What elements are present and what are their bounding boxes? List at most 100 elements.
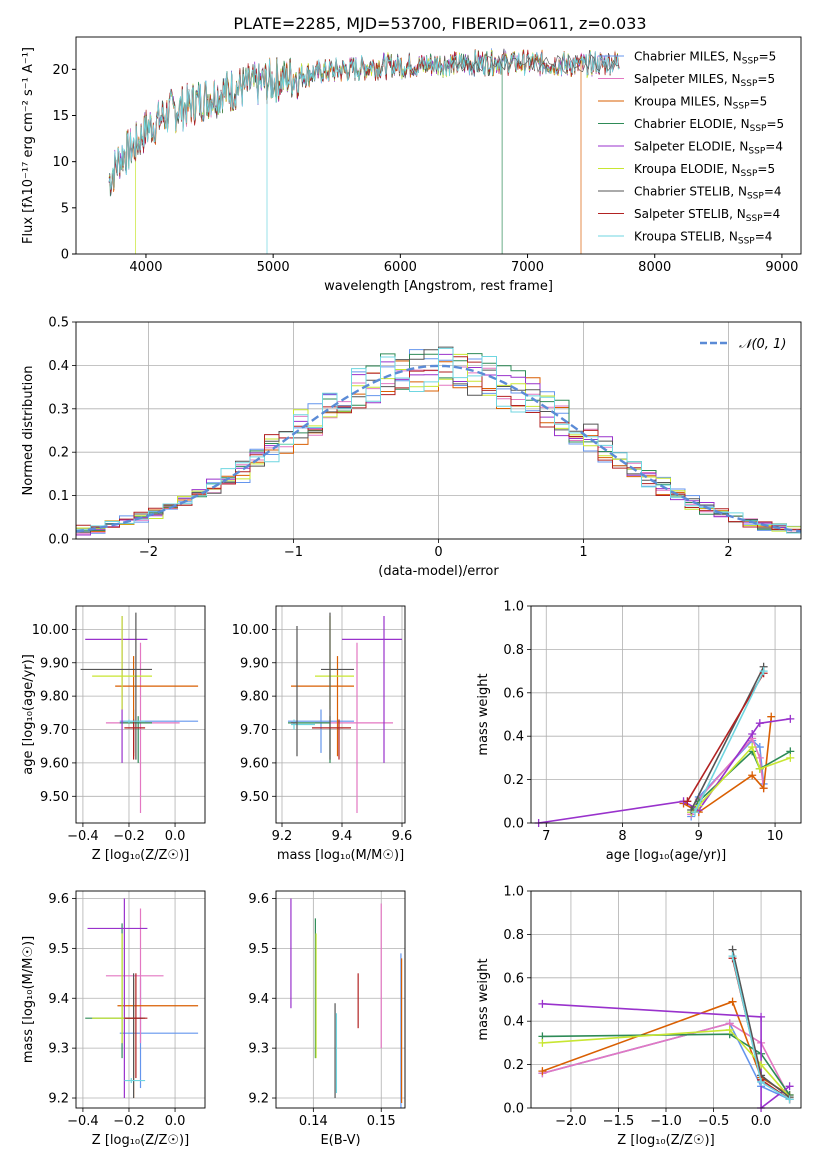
wAge-point-marker xyxy=(767,712,776,721)
massZ-y-tick-label: 9.5 xyxy=(48,942,69,957)
legend-label: Chabrier ELODIE, NSSP=5 xyxy=(634,117,784,134)
massE-y-tick-label: 9.2 xyxy=(248,1092,269,1107)
wAge-point-marker xyxy=(748,730,757,739)
legend-label: Chabrier MILES, NSSP=5 xyxy=(634,50,776,67)
wAge-y-tick-label: 0.6 xyxy=(503,686,524,701)
hist-y-axis-label: Normed distribution xyxy=(21,366,36,496)
wAge-y-axis-label: mass weight xyxy=(476,673,491,755)
age-vs-mass-panel: 9.2 9.4 9.6 9.50 9.60 9.70 9.80 9.90 10.00 mass [… xyxy=(232,605,412,863)
legend-label: Chabrier STELIB, NSSP=4 xyxy=(634,185,782,202)
spectrum-x-tick-label: 6000 xyxy=(384,260,417,275)
ageZ-y-tick-label: 10.00 xyxy=(32,623,69,638)
massE-frame xyxy=(275,890,406,1109)
massE-y-tick-label: 9.6 xyxy=(248,892,269,907)
legend-label: Kroupa STELIB, NSSP=4 xyxy=(634,230,772,247)
massZ-frame xyxy=(75,890,206,1109)
massE-x-axis-label: E(B-V) xyxy=(320,1133,360,1148)
wZ-x-tick-label: −2.0 xyxy=(555,1114,587,1129)
spectrum-stelib-extra xyxy=(450,54,620,75)
ageZ-y-tick-label: 9.50 xyxy=(40,790,69,805)
wAge-point-marker xyxy=(683,797,692,806)
wAge-y-tick-label: 1.0 xyxy=(503,600,524,615)
massZ-x-tick-label: −0.2 xyxy=(113,1114,145,1129)
massZ-y-tick-label: 9.6 xyxy=(48,892,69,907)
ageM-y-tick-label: 9.70 xyxy=(240,723,269,738)
wZ-frame xyxy=(530,890,802,1109)
hist-y-tick-label: 0.5 xyxy=(48,316,69,331)
wZ-point-marker xyxy=(785,1082,794,1091)
hist-y-tick-label: 0.2 xyxy=(48,446,69,461)
massE-y-tick-label: 9.3 xyxy=(248,1042,269,1057)
wZ-series-line xyxy=(542,1033,791,1096)
massE-x-tick-label: 0.15 xyxy=(367,1114,396,1129)
wZ-point-marker xyxy=(757,1012,766,1021)
gaussian-curve xyxy=(76,364,801,533)
massE-y-tick-label: 9.4 xyxy=(248,992,269,1007)
wAge-series-line xyxy=(690,666,765,811)
ageZ-x-tick-label: 0.0 xyxy=(165,829,186,844)
spectrum-panel: 4000 5000 6000 7000 8000 9000 0 5 10 15 20 waveleng… xyxy=(21,36,802,294)
ageZ-y-tick-label: 9.80 xyxy=(40,690,69,705)
ageM-x-tick-label: 9.2 xyxy=(272,829,293,844)
hist-x-tick-label: −2 xyxy=(139,545,158,560)
weight-vs-Z-panel: −2.0 −1.5 −1.0 −0.5 0.0 0.0 0.2 0.4 0.6 0.8 1.0 Z [… xyxy=(476,885,802,1148)
ageZ-y-tick-label: 9.70 xyxy=(40,723,69,738)
wAge-point-marker xyxy=(748,743,757,752)
wZ-x-axis-label: Z [log₁₀(Z/Z☉)] xyxy=(617,1133,714,1148)
wAge-point-marker xyxy=(690,808,699,817)
wAge-series-line xyxy=(694,670,765,813)
hist-x-tick-label: 2 xyxy=(724,545,732,560)
wAge-point-marker xyxy=(748,771,757,780)
hist-x-axis-label: (data-model)/error xyxy=(378,564,499,579)
wAge-point-marker xyxy=(755,743,764,752)
wAge-point-marker xyxy=(786,753,795,762)
wZ-point-marker xyxy=(785,1095,794,1104)
wAge-y-tick-label: 0.2 xyxy=(503,773,524,788)
mass-vs-ebv-panel: 0.14 0.15 9.2 9.3 9.4 9.5 9.6 E(B-V) xyxy=(248,890,406,1148)
spectrum-frame xyxy=(75,36,802,255)
massZ-y-tick-label: 9.3 xyxy=(48,1042,69,1057)
spectrum-x-tick-label: 7000 xyxy=(511,260,544,275)
ageZ-x-tick-label: −0.2 xyxy=(113,829,145,844)
massZ-y-tick-label: 9.4 xyxy=(48,992,69,1007)
wZ-point-marker xyxy=(725,1025,734,1034)
ageM-y-tick-label: 9.90 xyxy=(240,656,269,671)
hist-y-tick-label: 0.0 xyxy=(48,533,69,548)
wAge-frame xyxy=(530,605,802,824)
wAge-y-tick-label: 0.4 xyxy=(503,730,524,745)
wAge-point-marker xyxy=(755,764,764,773)
wZ-point-marker xyxy=(757,1077,766,1086)
spectrum-y-tick-label: 10 xyxy=(52,155,69,170)
mass-vs-Z-panel: −0.4 −0.2 0.0 9.2 9.3 9.4 9.5 9.6 Z [log₁₀(Z/Z☉)… xyxy=(21,890,206,1148)
spectrum-series-line xyxy=(108,49,582,254)
wZ-y-tick-label: 0.2 xyxy=(503,1058,524,1073)
legend-label: Kroupa MILES, NSSP=5 xyxy=(634,95,767,112)
wZ-y-tick-label: 0.6 xyxy=(503,971,524,986)
wAge-x-tick-label: 9 xyxy=(695,829,703,844)
ageM-y-tick-label: 9.60 xyxy=(240,756,269,771)
ageZ-x-axis-label: Z [log₁₀(Z/Z☉)] xyxy=(92,848,189,863)
ageM-y-tick-label: 9.80 xyxy=(240,690,269,705)
hist-y-tick-label: 0.3 xyxy=(48,402,69,417)
wZ-series-line xyxy=(542,1029,791,1098)
ageM-y-tick-label: 10.00 xyxy=(232,623,269,638)
ageM-x-tick-label: 9.4 xyxy=(332,829,353,844)
legend-label: Salpeter MILES, NSSP=5 xyxy=(634,72,775,89)
wZ-point-marker xyxy=(538,1038,547,1047)
wZ-x-tick-label: 0.0 xyxy=(751,1114,772,1129)
hist-y-tick-label: 0.1 xyxy=(48,489,69,504)
ageZ-y-tick-label: 9.60 xyxy=(40,756,69,771)
wZ-x-tick-label: −1.0 xyxy=(650,1114,682,1129)
massZ-y-tick-label: 9.2 xyxy=(48,1092,69,1107)
wZ-y-axis-label: mass weight xyxy=(476,958,491,1040)
spectrum-y-tick-label: 15 xyxy=(52,109,69,124)
spectrum-x-tick-label: 9000 xyxy=(765,260,798,275)
wAge-point-marker xyxy=(759,667,768,676)
wAge-point-marker xyxy=(786,714,795,723)
wAge-x-tick-label: 7 xyxy=(542,829,550,844)
wAge-x-tick-label: 8 xyxy=(618,829,626,844)
hist-x-tick-label: 0 xyxy=(434,545,442,560)
wAge-y-tick-label: 0.8 xyxy=(503,643,524,658)
spectrum-y-tick-label: 5 xyxy=(61,201,69,216)
legend-label: Salpeter STELIB, NSSP=4 xyxy=(634,207,780,224)
